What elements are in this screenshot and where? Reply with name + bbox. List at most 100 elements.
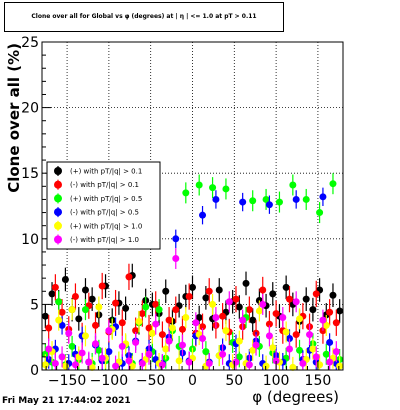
data-point bbox=[245, 361, 253, 369]
data-point bbox=[205, 359, 213, 367]
data-point bbox=[272, 357, 280, 365]
data-point bbox=[239, 316, 247, 324]
data-point bbox=[48, 290, 56, 298]
data-point bbox=[122, 304, 130, 312]
data-point bbox=[55, 316, 63, 324]
chart-title: Clone over all for Global vs φ (degrees)… bbox=[31, 13, 257, 20]
data-point bbox=[235, 303, 243, 311]
data-point bbox=[336, 307, 344, 315]
legend-marker bbox=[54, 194, 62, 203]
data-point bbox=[312, 290, 320, 298]
data-point bbox=[285, 295, 293, 303]
data-point bbox=[326, 338, 334, 346]
data-point bbox=[299, 359, 307, 367]
data-point bbox=[306, 331, 314, 339]
series-group bbox=[41, 263, 344, 335]
data-point bbox=[112, 299, 120, 307]
x-tick-label: 150 bbox=[305, 373, 332, 389]
legend-box bbox=[46, 161, 161, 250]
y-tick-label: 5 bbox=[30, 297, 39, 313]
data-point bbox=[249, 197, 257, 205]
data-point bbox=[165, 337, 173, 345]
y-axis-label: Clone over all (%) bbox=[5, 43, 23, 193]
data-point bbox=[189, 283, 196, 291]
data-point bbox=[132, 338, 140, 346]
data-point bbox=[259, 286, 267, 294]
data-point bbox=[58, 308, 66, 316]
data-point bbox=[275, 198, 283, 206]
data-point bbox=[58, 321, 66, 329]
data-point bbox=[296, 315, 304, 323]
data-point bbox=[92, 340, 100, 348]
data-point bbox=[319, 316, 327, 324]
data-point bbox=[336, 362, 344, 370]
timestamp-footer: Fri May 21 17:44:02 2021 bbox=[2, 396, 131, 406]
y-tick-label: 15 bbox=[21, 166, 39, 182]
data-point bbox=[41, 312, 49, 320]
data-point bbox=[85, 358, 93, 366]
data-point bbox=[289, 363, 297, 371]
data-point bbox=[51, 283, 59, 291]
x-tick-label: 100 bbox=[263, 373, 290, 389]
data-point bbox=[61, 362, 69, 370]
data-point bbox=[255, 307, 263, 315]
y-tick-label: 25 bbox=[21, 35, 39, 51]
data-point bbox=[45, 345, 53, 353]
data-point bbox=[239, 198, 247, 206]
data-point bbox=[142, 303, 150, 311]
legend-label: (+) with pT/|q| > 1.0 bbox=[70, 222, 142, 230]
data-point bbox=[199, 211, 207, 219]
data-point bbox=[282, 283, 290, 291]
data-point bbox=[118, 342, 126, 350]
data-point bbox=[302, 195, 310, 203]
data-point bbox=[168, 324, 176, 332]
data-point bbox=[219, 350, 227, 358]
data-point bbox=[249, 316, 257, 324]
data-point bbox=[316, 209, 324, 217]
x-tick-label: −100 bbox=[90, 373, 128, 389]
legend-label: (+) with pT/|q| > 0.5 bbox=[70, 195, 142, 203]
data-point bbox=[265, 320, 273, 328]
data-point bbox=[175, 357, 183, 365]
data-point bbox=[215, 286, 223, 294]
data-point bbox=[185, 293, 193, 301]
legend-marker bbox=[54, 235, 62, 244]
data-point bbox=[292, 298, 300, 306]
data-point bbox=[105, 348, 113, 356]
data-point bbox=[316, 361, 324, 369]
data-point bbox=[225, 298, 233, 306]
data-point bbox=[138, 310, 146, 318]
data-point bbox=[195, 181, 203, 189]
data-point bbox=[332, 348, 340, 356]
data-point bbox=[105, 327, 113, 335]
data-point bbox=[98, 354, 106, 362]
data-point bbox=[312, 353, 320, 361]
data-point bbox=[178, 341, 186, 349]
data-point bbox=[125, 273, 133, 281]
data-point bbox=[185, 358, 193, 366]
y-tick-label: 0 bbox=[30, 363, 39, 379]
x-tick-label: 50 bbox=[225, 373, 243, 389]
data-point bbox=[132, 327, 140, 335]
data-point bbox=[219, 312, 227, 320]
data-point bbox=[302, 295, 310, 303]
data-point bbox=[152, 300, 160, 308]
data-point bbox=[235, 353, 243, 361]
chart-title-box: Clone over all for Global vs φ (degrees)… bbox=[4, 2, 284, 32]
legend-marker bbox=[54, 167, 62, 175]
data-point bbox=[68, 342, 76, 350]
data-point bbox=[292, 331, 300, 339]
legend: (+) with pT/|q| > 0.1 (-) with pT/|q| > 0… bbox=[46, 161, 161, 250]
data-point bbox=[192, 319, 200, 327]
data-point bbox=[195, 314, 203, 322]
data-point bbox=[172, 235, 180, 243]
data-point bbox=[51, 359, 59, 367]
data-point bbox=[202, 348, 210, 356]
x-tick-label: 0 bbox=[188, 373, 197, 389]
data-point bbox=[55, 298, 63, 306]
data-point bbox=[245, 306, 253, 314]
data-point bbox=[232, 358, 240, 366]
data-point bbox=[95, 303, 103, 311]
data-point bbox=[199, 323, 207, 331]
